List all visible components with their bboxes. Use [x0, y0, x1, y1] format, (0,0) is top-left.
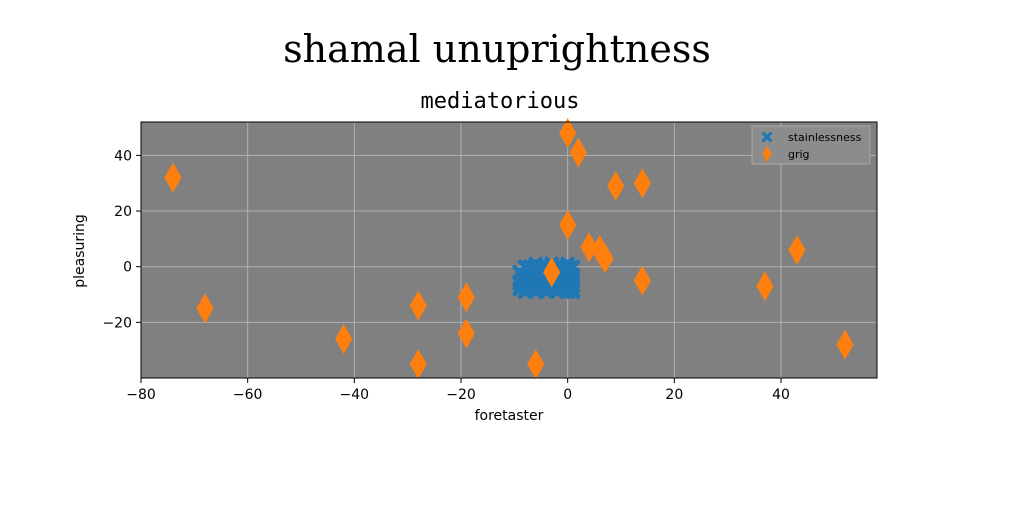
data-point [196, 293, 214, 324]
x-tick-label: −80 [126, 387, 156, 403]
data-point [633, 168, 651, 199]
data-point [539, 284, 554, 299]
data-point [560, 256, 575, 272]
data-point [756, 271, 774, 302]
y-tick-label: 40 [114, 148, 132, 164]
data-point [512, 281, 527, 297]
data-point [335, 324, 353, 355]
data-point [528, 284, 543, 299]
data-point [528, 256, 543, 272]
legend-box [751, 125, 871, 165]
x-tick-label: −20 [446, 387, 476, 403]
x-axis-label: foretaster [475, 408, 544, 424]
data-point [633, 265, 651, 296]
x-tick-label: 20 [665, 387, 683, 403]
series-grig [164, 118, 854, 380]
data-point [164, 162, 182, 193]
data-point [569, 137, 587, 168]
data-point [549, 284, 565, 299]
plot-area [141, 122, 877, 378]
data-point [788, 234, 806, 266]
legend-marker [761, 131, 773, 143]
chart-suptitle: shamal unuprightness [283, 27, 711, 71]
legend-marker [762, 145, 772, 163]
legend-label: grig [788, 148, 810, 161]
legend-label: stainlessness [788, 131, 862, 144]
axis-ticks: −80 −60 −40 −20 0 20 40 −20 0 20 40 [102, 148, 789, 403]
data-point [512, 265, 527, 280]
data-marks [164, 118, 854, 380]
y-tick-label: 20 [114, 204, 132, 220]
data-point [580, 232, 598, 263]
y-tick-label: −20 [102, 315, 132, 331]
legend: stainlessness grig [751, 125, 871, 165]
data-point [596, 243, 614, 274]
chart-title: mediatorious [421, 89, 580, 114]
data-point [565, 284, 581, 299]
x-tick-label: 0 [563, 387, 572, 403]
data-point [559, 209, 577, 240]
data-point [457, 282, 475, 313]
x-tick-label: 40 [772, 387, 790, 403]
y-axis-label: pleasuring [72, 214, 88, 288]
data-point [457, 318, 475, 349]
x-tick-label: −60 [233, 387, 263, 403]
data-point [543, 257, 561, 288]
data-point [836, 329, 854, 360]
data-point [409, 290, 427, 321]
data-point [559, 118, 577, 149]
plot-frame [140, 121, 878, 379]
y-tick-label: 0 [123, 260, 132, 276]
data-point [607, 170, 625, 202]
x-tick-label: −40 [340, 387, 370, 403]
